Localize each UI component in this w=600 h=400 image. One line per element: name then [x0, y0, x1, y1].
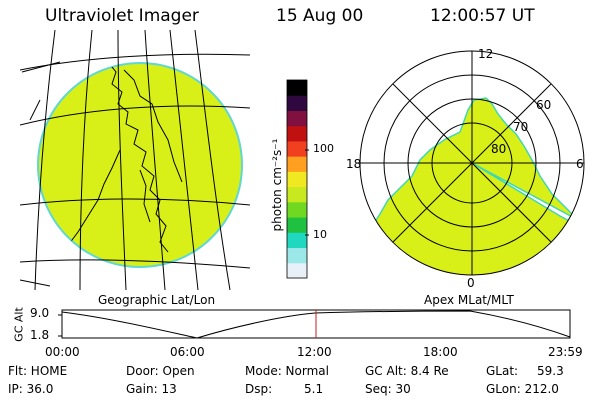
colorbar-label-100: 100: [313, 142, 334, 155]
colorbar-segment: [287, 232, 307, 249]
status-dsp-value: 5.1: [304, 382, 324, 396]
polar-panel: [359, 50, 585, 276]
polar-grid: [359, 50, 585, 276]
status-flt: Flt: HOME: [8, 364, 68, 378]
instrument-title: Ultraviolet Imager: [45, 6, 199, 26]
geographic-panel-label: Geographic Lat/Lon: [98, 293, 216, 307]
mlat-label-70: 70: [513, 120, 529, 134]
globe-grid: [20, 30, 250, 290]
mlt-label-18: 18: [346, 157, 362, 171]
altitude-ytick-label-bottom: 1.8: [30, 328, 50, 342]
colorbar-segment: [287, 262, 307, 279]
status-dsp: Dsp:: [245, 382, 273, 396]
altitude-axis-label: GC Alt: [12, 307, 26, 342]
colorbar-unit-label: photon cm⁻²s⁻¹: [270, 138, 284, 232]
status-gc-alt: GC Alt: 8.4 Re: [365, 364, 449, 378]
status-glon: GLon: 212.0: [486, 382, 559, 396]
status-door: Door: Open: [126, 364, 195, 378]
colorbar-segment: [287, 140, 307, 157]
time-label: 12:00:57 UT: [430, 6, 535, 26]
altitude-xtick-3: 18:00: [423, 345, 458, 359]
geographic-panel: [19, 30, 250, 290]
colorbar-frame: [286, 79, 308, 279]
status-glat: GLat:: [486, 364, 519, 378]
colorbar-segment: [287, 186, 307, 203]
altitude-xtick-2: 12:00: [297, 345, 332, 359]
altitude-ytick-label-top: 9.0: [30, 306, 50, 320]
altitude-plot: [58, 309, 571, 339]
colorbar-label-10: 10: [313, 228, 327, 241]
colorbar-segment: [287, 156, 307, 172]
altitude-xtick-1: 06:00: [170, 345, 205, 359]
aurora-image: [369, 97, 579, 275]
status-seq: Seq: 30: [365, 382, 411, 396]
status-glat-value: 59.3: [537, 364, 564, 378]
mlt-label-0: 0: [467, 276, 475, 290]
mlat-label-60: 60: [536, 98, 552, 112]
mlat-label-80: 80: [491, 142, 507, 156]
status-ip: IP: 36.0: [8, 382, 54, 396]
date-label: 15 Aug 00: [276, 6, 364, 26]
status-mode: Mode: Normal: [245, 364, 329, 378]
colorbar-segment: [287, 247, 307, 264]
colorbar-segment: [287, 110, 307, 127]
altitude-xtick-0: 00:00: [45, 345, 80, 359]
colorbar-segment: [287, 171, 307, 188]
grid-extensions: [19, 61, 61, 287]
colorbar-segment: [287, 125, 307, 142]
altitude-curve: [61, 310, 571, 339]
mlt-label-12: 12: [478, 47, 494, 61]
colorbar-segment: [287, 201, 307, 218]
globe-image: [37, 62, 243, 268]
status-gain: Gain: 13: [126, 382, 177, 396]
altitude-xtick-4: 23:59: [548, 345, 583, 359]
polar-panel-label: Apex MLat/MLT: [424, 293, 514, 307]
colorbar-segment: [287, 95, 307, 111]
colorbar-segment: [287, 80, 307, 96]
colorbar-segment: [287, 217, 307, 233]
colorbar: [286, 79, 309, 279]
mlt-label-6: 6: [576, 157, 584, 171]
